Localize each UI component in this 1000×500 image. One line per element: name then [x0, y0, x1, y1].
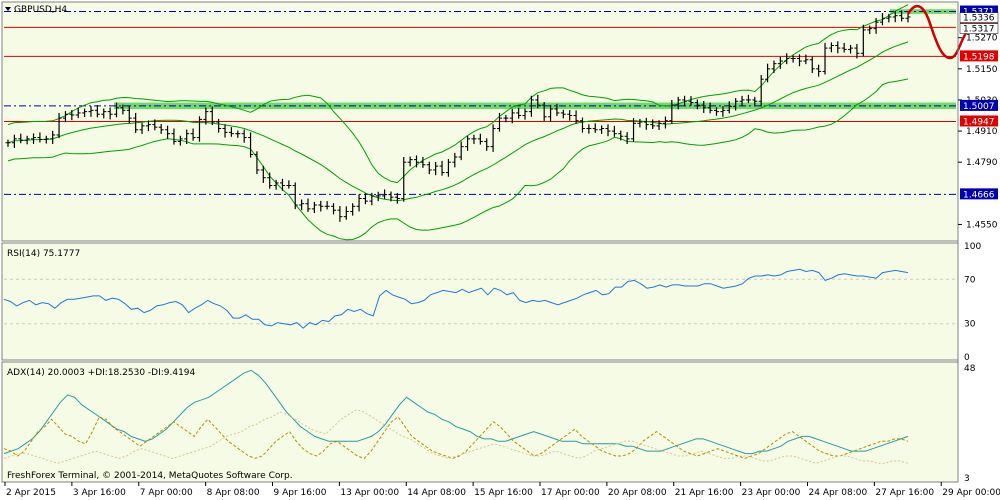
- bollinger-upper-line: [7, 4, 909, 184]
- bollinger-lower-line: [7, 78, 909, 241]
- time-tick-label-2: 7 Apr 00:00: [140, 488, 193, 498]
- adx-main-line: [3, 369, 909, 455]
- rsi-tick-label-1: 70: [964, 275, 976, 285]
- current-price-label-1: 1.5317: [963, 25, 995, 35]
- adx-layer: [3, 369, 909, 464]
- level-tag-label-2: 1.5198: [963, 52, 995, 62]
- level-tag-bg-4: [960, 115, 998, 127]
- rsi-layer: [3, 268, 956, 329]
- current-price-tag-bg-0: [959, 12, 999, 23]
- copyright-footer: FreshForex Terminal, © 2001-2014, MetaQu…: [7, 471, 293, 481]
- rsi-panel[interactable]: [1, 242, 959, 361]
- level-tag-label-3: 1.5007: [963, 102, 995, 112]
- time-tick-label-6: 14 Apr 08:00: [407, 488, 466, 498]
- level-tag-bg-5: [960, 188, 998, 200]
- time-tick-label-10: 21 Apr 16:00: [675, 488, 734, 498]
- bollinger-middle-line: [7, 41, 909, 202]
- time-tick-label-1: 3 Apr 16:00: [73, 488, 126, 498]
- time-tick-label-8: 17 Apr 00:00: [541, 488, 600, 498]
- time-tick-label-4: 9 Apr 16:00: [274, 488, 327, 498]
- time-tick-label-0: 2 Apr 2015: [6, 488, 56, 498]
- level-tag-label-5: 1.4666: [963, 190, 995, 200]
- rsi-tick-label-0: 100: [964, 242, 981, 252]
- rsi-panel-title: RSI(14) 75.1777: [7, 249, 80, 259]
- level-tag-bg-2: [960, 50, 998, 62]
- time-tick-label-3: 8 Apr 08:00: [207, 488, 260, 498]
- price-tick-label-5: 1.4550: [966, 220, 998, 230]
- adx-tick-label-1: 3: [964, 474, 970, 484]
- axis-layer: 1.52701.51501.50301.49101.47901.45501.53…: [4, 2, 1000, 498]
- price-panel-title: GBPUSD,H4: [14, 5, 67, 15]
- adx-tick-label-0: 48: [964, 364, 976, 374]
- rsi-tick-label-2: 30: [964, 320, 976, 330]
- current-price-label-0: 1.5336: [963, 14, 995, 24]
- price-layer: [4, 4, 970, 241]
- rsi-line: [3, 268, 909, 329]
- symbol-dropdown-icon[interactable]: [5, 7, 11, 11]
- rsi-tick-label-3: 0: [964, 353, 970, 363]
- time-tick-label-5: 13 Apr 00:00: [340, 488, 399, 498]
- time-tick-label-14: 29 Apr 00:00: [942, 488, 1000, 498]
- adx-panel[interactable]: [1, 361, 959, 483]
- forecast-curve: [906, 5, 970, 60]
- time-tick-label-9: 20 Apr 08:00: [608, 488, 667, 498]
- price-tick-label-3: 1.4910: [966, 127, 998, 137]
- price-tick-label-1: 1.5150: [966, 65, 998, 75]
- price-tick-label-0: 1.5270: [966, 34, 998, 44]
- level-tag-label-4: 1.4947: [963, 117, 995, 127]
- current-price-tag-bg-1: [959, 23, 999, 34]
- time-tick-label-11: 23 Apr 00:00: [742, 488, 801, 498]
- level-tag-bg-3: [960, 99, 998, 111]
- time-tick-label-7: 15 Apr 16:00: [474, 488, 533, 498]
- level-tag-bg-0: [960, 5, 998, 17]
- time-tick-label-13: 27 Apr 16:00: [875, 488, 934, 498]
- price-tick-label-4: 1.4790: [966, 158, 998, 168]
- time-tick-label-12: 24 Apr 08:00: [809, 488, 868, 498]
- adx-panel-title: ADX(14) 20.0003 +DI:18.2530 -DI:9.4194: [7, 368, 196, 378]
